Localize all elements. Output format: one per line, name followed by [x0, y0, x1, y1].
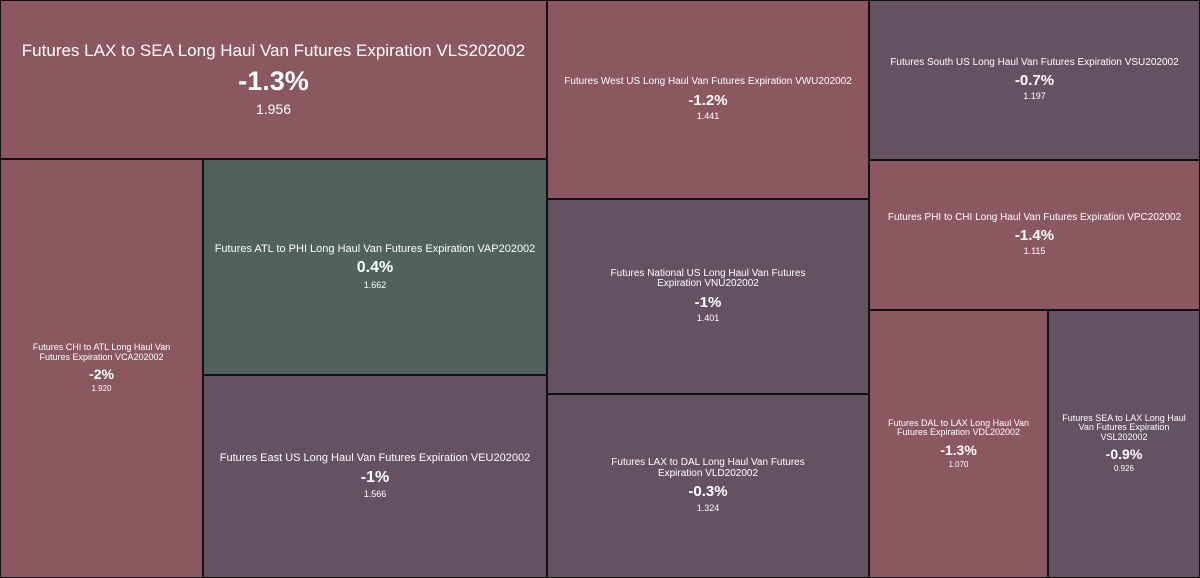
treemap-tile[interactable]: Futures PHI to CHI Long Haul Van Futures… — [869, 160, 1200, 310]
tile-change: -1.4% — [1014, 227, 1055, 245]
treemap-tile[interactable]: Futures ATL to PHI Long Haul Van Futures… — [203, 159, 547, 375]
treemap-tile[interactable]: Futures CHI to ATL Long Haul Van Futures… — [0, 159, 203, 578]
treemap-tile[interactable]: Futures National US Long Haul Van Future… — [547, 199, 869, 394]
tile-name: Futures LAX to DAL Long Haul Van Futures… — [611, 457, 805, 479]
tile-value: 1.115 — [1023, 246, 1046, 257]
tile-name: Futures West US Long Haul Van Futures Ex… — [564, 76, 852, 88]
tile-change: -1% — [360, 468, 390, 486]
tile-name: Futures DAL to LAX Long Haul Van Futures… — [887, 417, 1030, 438]
treemap-tile[interactable]: Futures East US Long Haul Van Futures Ex… — [203, 375, 547, 578]
treemap-tile[interactable]: Futures West US Long Haul Van Futures Ex… — [547, 0, 869, 199]
tile-name: Futures South US Long Haul Van Futures E… — [890, 56, 1179, 68]
tile-name: Futures CHI to ATL Long Haul Van Futures… — [32, 342, 171, 362]
tile-name: Futures National US Long Haul Van Future… — [610, 267, 806, 290]
tile-value: 1.401 — [696, 313, 720, 324]
tile-change: -0.3% — [688, 483, 728, 501]
treemap-tile[interactable]: Futures DAL to LAX Long Haul Van Futures… — [869, 310, 1048, 578]
tile-value: 0.926 — [1113, 464, 1135, 474]
tile-value: 1.956 — [255, 100, 292, 117]
tile-name: Futures LAX to SEA Long Haul Van Futures… — [21, 40, 526, 60]
tile-change: -1.2% — [688, 91, 728, 109]
tile-value: 1.070 — [948, 459, 969, 469]
tile-change: -1.3% — [238, 65, 309, 96]
treemap-tile[interactable]: Futures South US Long Haul Van Futures E… — [869, 0, 1200, 160]
tile-change: -2% — [89, 366, 114, 383]
treemap-tile[interactable]: Futures SEA to LAX Long Haul Van Futures… — [1048, 310, 1200, 578]
tile-change: -1.3% — [940, 441, 977, 458]
tile-name: Futures ATL to PHI Long Haul Van Futures… — [214, 242, 536, 255]
treemap-tile[interactable]: Futures LAX to DAL Long Haul Van Futures… — [547, 394, 869, 578]
tile-change: -0.7% — [1014, 72, 1055, 90]
tile-value: 1.441 — [696, 110, 720, 121]
tile-value: 1.566 — [363, 489, 387, 500]
tile-value: 1.197 — [1023, 91, 1046, 102]
tile-change: -1% — [694, 293, 722, 311]
tile-change: 0.4% — [356, 259, 394, 277]
tile-name: Futures PHI to CHI Long Haul Van Futures… — [887, 211, 1182, 223]
tile-value: 1.324 — [696, 502, 720, 513]
tile-value: 1.920 — [91, 384, 112, 394]
tile-value: 1.662 — [363, 279, 387, 290]
treemap-tile[interactable]: Futures LAX to SEA Long Haul Van Futures… — [0, 0, 547, 159]
tile-name: Futures East US Long Haul Van Futures Ex… — [219, 452, 531, 465]
tile-change: -0.9% — [1105, 446, 1143, 463]
tile-name: Futures SEA to LAX Long Haul Van Futures… — [1062, 413, 1186, 442]
